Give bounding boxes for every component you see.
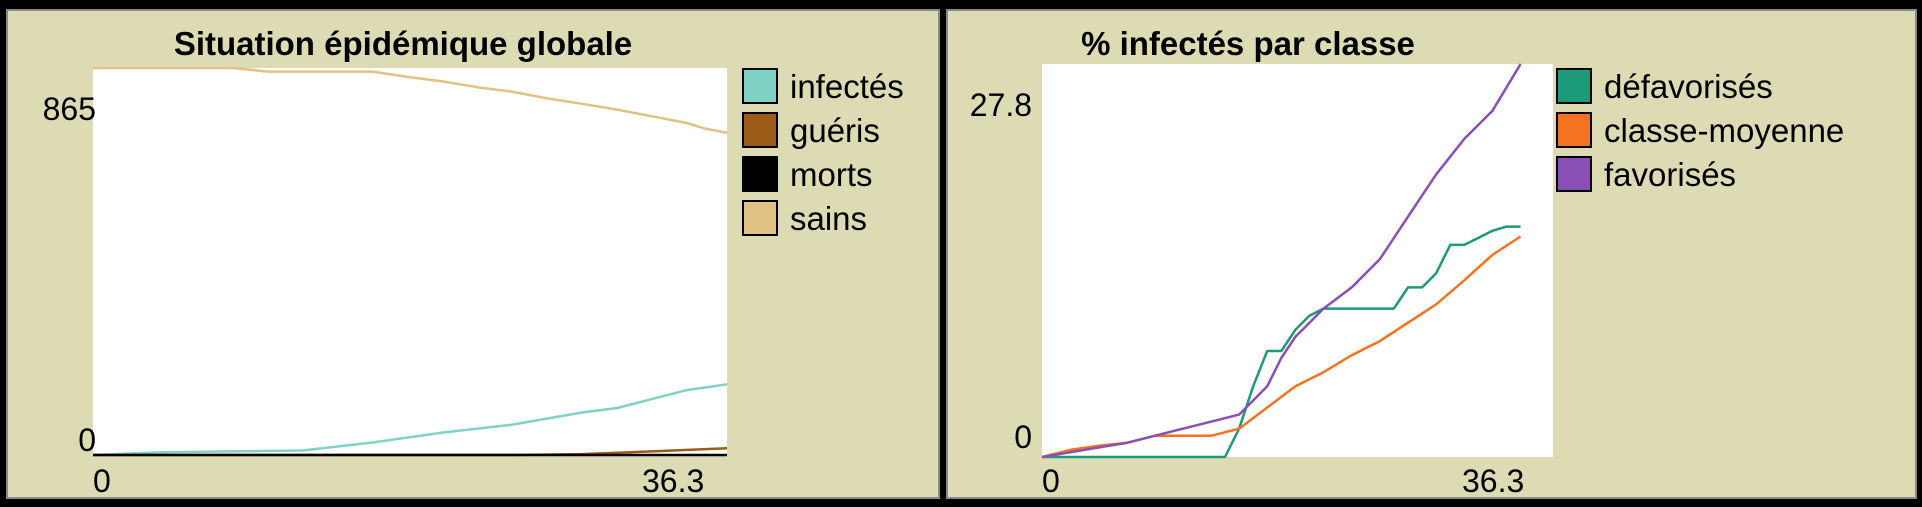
x-tick-max: 36.3 <box>642 463 705 499</box>
legend-label: défavorisés <box>1604 68 1773 105</box>
series-line-favorises <box>1041 63 1522 459</box>
y-tick-min: 0 <box>1014 419 1032 455</box>
plot-global-situation <box>92 66 728 457</box>
legend-swatch <box>1556 156 1592 192</box>
legend-label: morts <box>790 156 873 193</box>
legend-label: guéris <box>790 112 880 149</box>
series-line-sains <box>93 66 728 135</box>
plot-infected-by-class <box>1041 63 1553 459</box>
legend-label: sains <box>790 200 868 237</box>
chart-title: Situation épidémique globale <box>173 25 633 62</box>
y-tick-min: 0 <box>78 422 96 458</box>
x-tick-max: 36.3 <box>1462 463 1525 499</box>
y-tick-max: 865 <box>42 91 96 127</box>
series-line-infectes <box>92 383 728 457</box>
y-tick-max: 27.8 <box>969 87 1032 123</box>
legend-swatch <box>742 156 778 192</box>
legend-swatch <box>742 200 778 236</box>
x-tick-min: 0 <box>1042 463 1060 499</box>
legend-swatch <box>1556 112 1592 148</box>
legend-label: favorisés <box>1604 156 1737 193</box>
legend-swatch <box>1556 68 1592 104</box>
panel-global-situation: Situation épidémique globale 865 0 0 36.… <box>6 9 940 499</box>
legend-swatch <box>742 68 778 104</box>
plot-area <box>93 68 727 455</box>
legend-label: infectés <box>790 68 904 105</box>
legend-swatch <box>742 112 778 148</box>
x-tick-min: 0 <box>93 463 111 499</box>
legend-label: classe-moyenne <box>1604 112 1845 149</box>
plot-area <box>1042 64 1553 457</box>
series-line-defavorises <box>1042 225 1521 459</box>
panel-infected-by-class: % infectés par classe 27.8 0 0 36.3 défa… <box>946 9 1917 499</box>
chart-title: % infectés par classe <box>1081 25 1415 62</box>
